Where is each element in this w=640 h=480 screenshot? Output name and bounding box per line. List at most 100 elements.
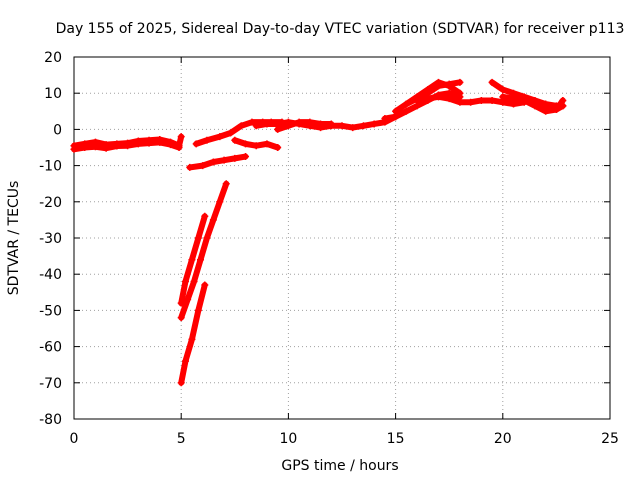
data-point (222, 180, 230, 188)
y-tick-label: -60 (39, 340, 62, 356)
data-point (186, 163, 194, 171)
y-tick-label: -80 (39, 412, 62, 428)
data-point (445, 95, 453, 103)
data-point (392, 107, 400, 115)
data-point (349, 124, 357, 132)
data-point (434, 93, 442, 101)
y-tick-label: -50 (39, 303, 62, 319)
data-point (467, 98, 475, 106)
data-point (188, 256, 196, 264)
x-tick-label: 25 (601, 431, 619, 447)
data-point (196, 256, 204, 264)
data-point (201, 212, 209, 220)
data-point (434, 82, 442, 90)
data-point (402, 107, 410, 115)
data-point (177, 314, 185, 322)
data-point (456, 78, 464, 86)
data-point (194, 234, 202, 242)
data-point (359, 122, 367, 130)
data-point (242, 153, 250, 161)
data-point (70, 145, 78, 153)
data-point (194, 306, 202, 314)
y-axis-label: SDTVAR / TECUs (6, 181, 22, 296)
data-point (263, 120, 271, 128)
series-track-8 (231, 136, 282, 151)
data-point (199, 162, 207, 170)
y-tick-label: -10 (39, 159, 62, 175)
x-tick-label: 5 (177, 431, 186, 447)
data-point (456, 98, 464, 106)
data-point (295, 118, 303, 126)
y-tick-label: -70 (39, 376, 62, 392)
series-track-5 (177, 281, 209, 387)
data-point (520, 96, 528, 104)
data-point (190, 277, 198, 285)
data-point (227, 129, 235, 137)
data-point (477, 96, 485, 104)
data-point (510, 95, 518, 103)
series-track-3 (177, 212, 209, 307)
data-point (274, 125, 282, 133)
data-point (499, 86, 507, 94)
series-track-6 (186, 153, 250, 171)
data-point (134, 140, 142, 148)
data-point (402, 100, 410, 108)
data-point (91, 143, 99, 151)
data-point (327, 120, 335, 128)
data-point (188, 335, 196, 343)
y-tick-label: 0 (53, 122, 62, 138)
data-point (252, 122, 260, 130)
data-point (242, 140, 250, 148)
y-tick-label: -40 (39, 267, 62, 283)
data-point (248, 118, 256, 126)
series-track-2 (70, 138, 183, 153)
y-tick-label: -20 (39, 195, 62, 211)
data-point (338, 122, 346, 130)
data-point (488, 96, 496, 104)
data-point (166, 141, 174, 149)
data-point (231, 136, 239, 144)
grid-lines (74, 57, 610, 419)
data-point (413, 96, 421, 104)
data-point (263, 140, 271, 148)
data-point (445, 80, 453, 88)
series-track-17 (520, 96, 567, 113)
data-point (370, 120, 378, 128)
data-point (124, 142, 132, 150)
data-point (456, 89, 464, 97)
x-tick-label: 20 (494, 431, 512, 447)
y-tick-label: 20 (44, 50, 62, 66)
x-ticks: 0 5 10 15 20 25 (70, 57, 619, 447)
series-track-10 (274, 118, 335, 133)
data-point (559, 102, 567, 110)
data-point (209, 216, 217, 224)
data-point (231, 154, 239, 162)
data-point (237, 122, 245, 130)
series-track-4 (177, 180, 230, 322)
x-tick-label: 10 (279, 431, 297, 447)
y-ticks: -80 -70 -60 -50 -40 -30 -20 -10 0 10 20 (39, 50, 610, 428)
x-axis-label: GPS time / hours (281, 458, 398, 474)
data-point (156, 138, 164, 146)
data-point (81, 144, 89, 151)
data-point (181, 277, 189, 285)
data-point (113, 142, 121, 150)
y-tick-label: 10 (44, 86, 62, 102)
series-trace (178, 180, 230, 321)
data-point (488, 78, 496, 86)
x-tick-label: 15 (387, 431, 405, 447)
data-point (216, 133, 224, 141)
data-point (175, 144, 183, 151)
data-point (216, 198, 224, 206)
data-point (306, 118, 314, 126)
data-point (542, 104, 550, 112)
data-point (203, 136, 211, 144)
data-point (317, 120, 325, 128)
data-point (145, 139, 153, 147)
y-tick-label: -30 (39, 231, 62, 247)
data-point (201, 281, 209, 289)
data-point (552, 105, 560, 113)
data-point (381, 115, 389, 123)
data-point (192, 140, 200, 148)
